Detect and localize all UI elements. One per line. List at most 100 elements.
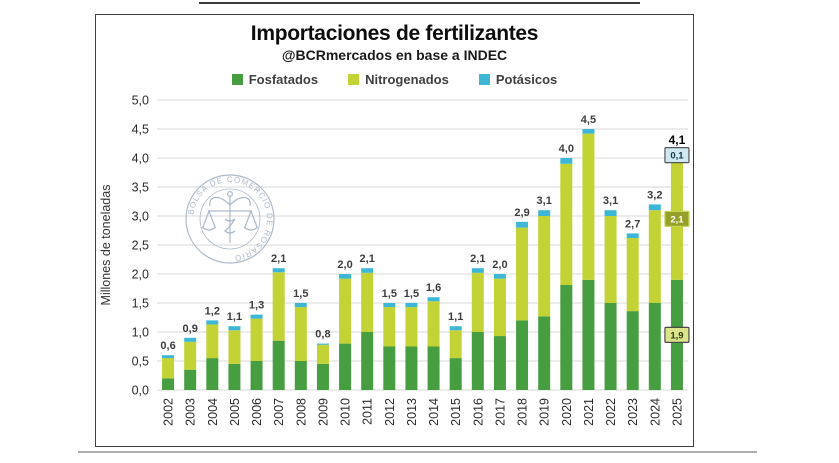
chart-subtitle: @BCRmercados en base a INDEC (281, 47, 508, 64)
legend-label: Potásicos (495, 72, 558, 88)
bar-segment-fosfatados (184, 369, 197, 391)
bar-segment-nitrogenados (648, 210, 661, 304)
legend: Fosfatados Nitrogenados Potásicos (96, 72, 693, 87)
bar-segment-nitrogenados (294, 307, 307, 362)
bar-segment-fosfatados (272, 340, 285, 391)
bar-segment-potásicos (538, 210, 551, 217)
bar-segment-fosfatados (162, 378, 175, 391)
bar-segment-fosfatados (206, 358, 219, 391)
bar-segment-potásicos (648, 204, 661, 211)
highlight-label-fosfatados: 1,9 (670, 331, 683, 342)
bar-2022: 3,1 2022 (603, 195, 618, 426)
x-tick-label: 2022 (604, 398, 618, 426)
bar-segment-potásicos (626, 233, 639, 239)
bar-2003: 0,9 2003 (183, 323, 198, 426)
highlight-box-nitrogenados (664, 210, 690, 228)
x-tick-label: 2024 (648, 398, 662, 426)
x-tick-label: 2017 (493, 398, 507, 426)
bar-2021: 4,5 2021 (581, 114, 596, 426)
bar-segment-nitrogenados (626, 238, 639, 312)
bar-segment-nitrogenados (405, 307, 418, 347)
bar-2010: 2,0 2010 (337, 259, 352, 426)
y-tick-label: 1,5 (132, 297, 149, 311)
legend-item-potásicos: Potásicos (478, 72, 558, 88)
bar-2002: 0,6 2002 (160, 340, 175, 426)
bar-segment-nitrogenados (449, 330, 462, 359)
bar-segment-potásicos (316, 343, 329, 345)
bar-segment-fosfatados (560, 285, 573, 391)
bar-total-label: 2,0 (492, 259, 507, 271)
bottom-crop-line (78, 451, 757, 453)
bar-total-label: 0,9 (183, 323, 198, 335)
bar-total-label: 2,1 (271, 253, 286, 265)
bar-2005: 1,1 2005 (227, 311, 242, 426)
bar-segment-nitrogenados (604, 216, 617, 304)
bar-segment-potásicos (339, 274, 352, 279)
bar-segment-fosfatados (250, 361, 263, 391)
bar-2013: 1,5 2013 (404, 288, 419, 426)
x-tick-label: 2018 (516, 398, 530, 426)
x-tick-label: 2009 (316, 398, 330, 426)
bar-2017: 2,0 2017 (492, 259, 507, 426)
bar-segment-potásicos (604, 210, 617, 217)
bar-total-label: 3,2 (647, 190, 662, 202)
bar-total-label: 3,1 (603, 195, 618, 207)
bar-segment-fosfatados (471, 332, 484, 391)
bar-segment-potásicos (361, 268, 374, 273)
bar-segment-fosfatados (294, 361, 307, 391)
bar-segment-nitrogenados (361, 272, 374, 333)
bar-segment-fosfatados (516, 320, 529, 391)
y-tick-label: 4,0 (132, 152, 149, 166)
bar-segment-nitrogenados (250, 318, 263, 362)
bar-total-label: 4,1 (669, 133, 686, 147)
bar-total-label: 1,5 (293, 288, 308, 300)
bar-total-label: 3,1 (537, 195, 552, 207)
bar-segment-potásicos (582, 129, 595, 134)
bar-segment-fosfatados (405, 346, 418, 391)
bar-total-label: 1,5 (404, 288, 419, 300)
bar-segment-potásicos (294, 303, 307, 308)
bar-2023: 2,7 2023 (625, 219, 640, 426)
bar-2015: 1,1 2015 (448, 311, 463, 426)
bar-segment-nitrogenados (538, 216, 551, 317)
x-tick-label: 2020 (560, 398, 574, 426)
y-tick-label: 3,0 (132, 210, 149, 224)
bar-segment-fosfatados (538, 316, 551, 391)
x-tick-label: 2003 (184, 398, 198, 426)
highlight-label-nitrogenados: 2,1 (670, 215, 684, 226)
bar-total-label: 1,3 (249, 300, 264, 312)
bar-total-label: 1,5 (382, 288, 397, 300)
bar-segment-fosfatados (427, 346, 440, 391)
chart-card: Importaciones de fertilizantes @BCRmerca… (95, 14, 694, 447)
x-tick-label: 2021 (582, 398, 596, 426)
bar-segment-nitrogenados (272, 272, 285, 341)
bar-2004: 1,2 2004 (205, 306, 220, 426)
bar-segment-potásicos (471, 268, 484, 273)
x-tick-label: 2007 (272, 398, 286, 426)
bar-segment-nitrogenados (228, 330, 241, 365)
bar-total-label: 4,0 (559, 143, 574, 155)
bar-total-label: 2,1 (360, 253, 375, 265)
bar-segment-potásicos (184, 337, 197, 343)
bar-segment-nitrogenados (493, 278, 506, 337)
bar-segment-fosfatados (626, 311, 639, 391)
x-tick-label: 2015 (449, 398, 463, 426)
bar-segment-potásicos (405, 303, 418, 308)
bar-2009: 0,8 2009 (315, 329, 330, 426)
bar-segment-nitrogenados (339, 278, 352, 344)
bar-2007: 2,1 2007 (271, 253, 286, 426)
bar-total-label: 2,9 (514, 207, 529, 219)
bar-2006: 1,3 2006 (249, 300, 264, 426)
legend-item-nitrogenados: Nitrogenados (348, 72, 449, 87)
x-tick-label: 2005 (228, 398, 242, 426)
legend-swatch-icon (231, 74, 243, 86)
bar-segment-potásicos (427, 297, 440, 302)
x-tick-label: 2023 (626, 398, 640, 426)
bar-segment-nitrogenados (383, 307, 396, 347)
x-tick-label: 2002 (162, 398, 176, 426)
legend-label: Nitrogenados (365, 72, 449, 88)
y-axis-title: Millones de toneladas (99, 185, 113, 306)
bar-total-label: 4,5 (581, 114, 596, 126)
bar-2019: 3,1 2019 (537, 195, 552, 426)
bar-total-label: 2,1 (470, 253, 485, 265)
